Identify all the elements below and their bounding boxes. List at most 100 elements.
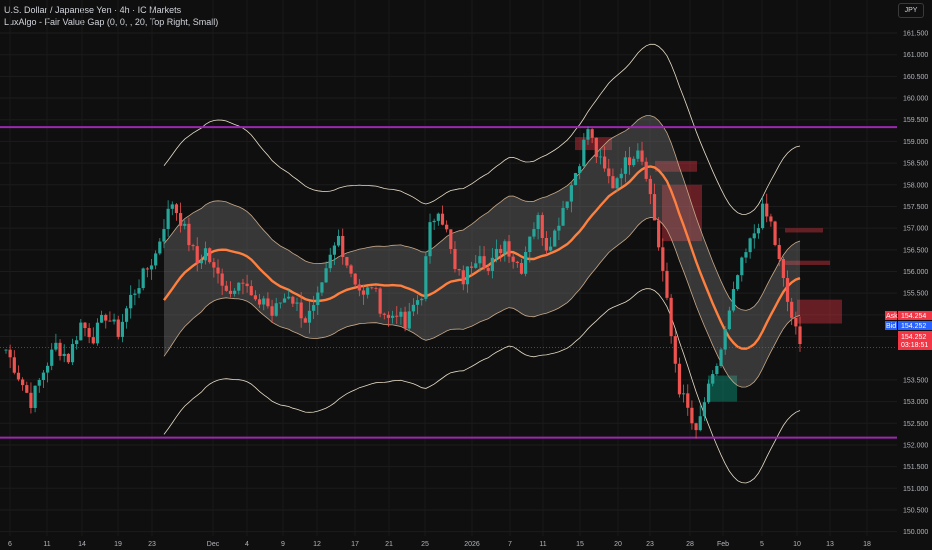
candle-body [403, 311, 407, 329]
x-tick-label: 21 [385, 541, 393, 548]
candle-body [170, 204, 174, 209]
ask-tag-value: 154.254 [901, 313, 926, 320]
candle-body [174, 204, 179, 214]
candle-body [100, 314, 104, 323]
candle-body [87, 328, 91, 338]
candle-body [586, 129, 590, 140]
candle-body [228, 290, 233, 294]
y-tick-label: 158.000 [903, 182, 928, 189]
candle-body [553, 230, 557, 247]
candle-body [665, 270, 669, 298]
candle-body [224, 285, 228, 291]
candle-body [752, 233, 756, 239]
indicator-title[interactable]: LuxAlgo - Fair Value Gap (0, 0, , 20, To… [4, 17, 219, 27]
candle-body [395, 315, 399, 317]
candle-body [241, 282, 245, 284]
candle-body [91, 337, 95, 344]
price-axis[interactable]: 161.500 161.000 160.500 160.000 159.500 159.0… [903, 31, 928, 537]
candle-body [220, 273, 224, 286]
symbol-title[interactable]: U.S. Dollar / Japanese Yen · 4h · IC Mar… [4, 5, 182, 15]
inner-upper-band [163, 115, 801, 311]
candle-body [515, 261, 519, 264]
candle-body [686, 393, 690, 408]
ask-tag-label-box [885, 311, 897, 320]
candle-body [316, 292, 320, 306]
candle-body [432, 220, 436, 223]
candle-body [623, 157, 628, 174]
candles [4, 126, 802, 439]
candle-body [345, 257, 349, 266]
fvg-box-bearish [797, 299, 842, 324]
ask-tag: Ask 154.254 [885, 311, 932, 320]
candle-body [341, 235, 345, 258]
x-tick-label: 6 [8, 541, 12, 548]
candle-body [295, 302, 299, 304]
candle-body [652, 194, 657, 221]
candle-body [320, 282, 324, 293]
candle-body [299, 302, 303, 319]
y-tick-label: 150.500 [903, 507, 928, 514]
last-price-box [898, 331, 932, 350]
currency-button[interactable]: JPY [898, 3, 924, 18]
x-tick-label: 18 [863, 541, 871, 548]
candle-body [785, 278, 790, 302]
candle-body [137, 288, 141, 294]
candle-body [486, 267, 490, 271]
candle-body [216, 267, 220, 274]
candle-body [711, 374, 715, 384]
candle-body [274, 303, 278, 316]
candle-body [212, 262, 216, 268]
candle-body [727, 310, 731, 330]
candle-body [461, 270, 465, 285]
candle-body [627, 157, 632, 166]
candle-body [50, 349, 54, 366]
bid-tag-label: Bid [886, 323, 896, 330]
candle-body [158, 241, 162, 254]
x-tick-label: Dec [207, 541, 220, 548]
x-tick-label: 5 [760, 541, 764, 548]
x-tick-label: 17 [351, 541, 359, 548]
y-tick-label: 159.500 [903, 117, 928, 124]
candle-body [573, 173, 578, 186]
candle-body [436, 213, 440, 221]
candle-body [790, 301, 794, 318]
x-tick-label: 15 [576, 541, 584, 548]
candle-body [166, 208, 170, 230]
y-tick-label: 160.500 [903, 74, 928, 81]
candle-body [8, 349, 12, 358]
envelope-bands [163, 43, 801, 484]
band-fill [164, 115, 800, 388]
y-tick-label: 153.500 [903, 377, 928, 384]
candle-body [66, 353, 70, 363]
candle-body [781, 259, 785, 279]
candle-body [332, 245, 337, 255]
candle-body [494, 248, 499, 258]
time-axis[interactable]: 6 11 14 19 23 Dec 4 9 12 17 21 25 2026 7 11 15 20 23 28 Feb… [8, 541, 871, 548]
candle-body [208, 248, 212, 263]
x-tick-label: 23 [148, 541, 156, 548]
candle-body [382, 313, 386, 315]
fvg-box-bearish [662, 184, 702, 242]
candle-body [83, 322, 87, 329]
y-tick-label: 151.500 [903, 464, 928, 471]
candle-body [677, 363, 682, 395]
y-tick-label: 152.000 [903, 442, 928, 449]
candle-body [407, 311, 411, 329]
candle-body [669, 297, 673, 337]
y-tick-label: 159.000 [903, 139, 928, 146]
candle-body [399, 311, 403, 317]
candle-body [282, 298, 287, 303]
candle-body [528, 236, 532, 253]
candle-body [366, 287, 370, 295]
candle-body [465, 266, 470, 285]
candle-body [25, 385, 29, 393]
candle-body [706, 383, 711, 403]
y-tick-label: 157.500 [903, 204, 928, 211]
x-tick-label: 14 [78, 541, 86, 548]
candle-body [415, 300, 420, 305]
y-tick-label: 150.000 [903, 529, 928, 536]
candle-body [690, 407, 694, 424]
candle-body [370, 287, 374, 289]
